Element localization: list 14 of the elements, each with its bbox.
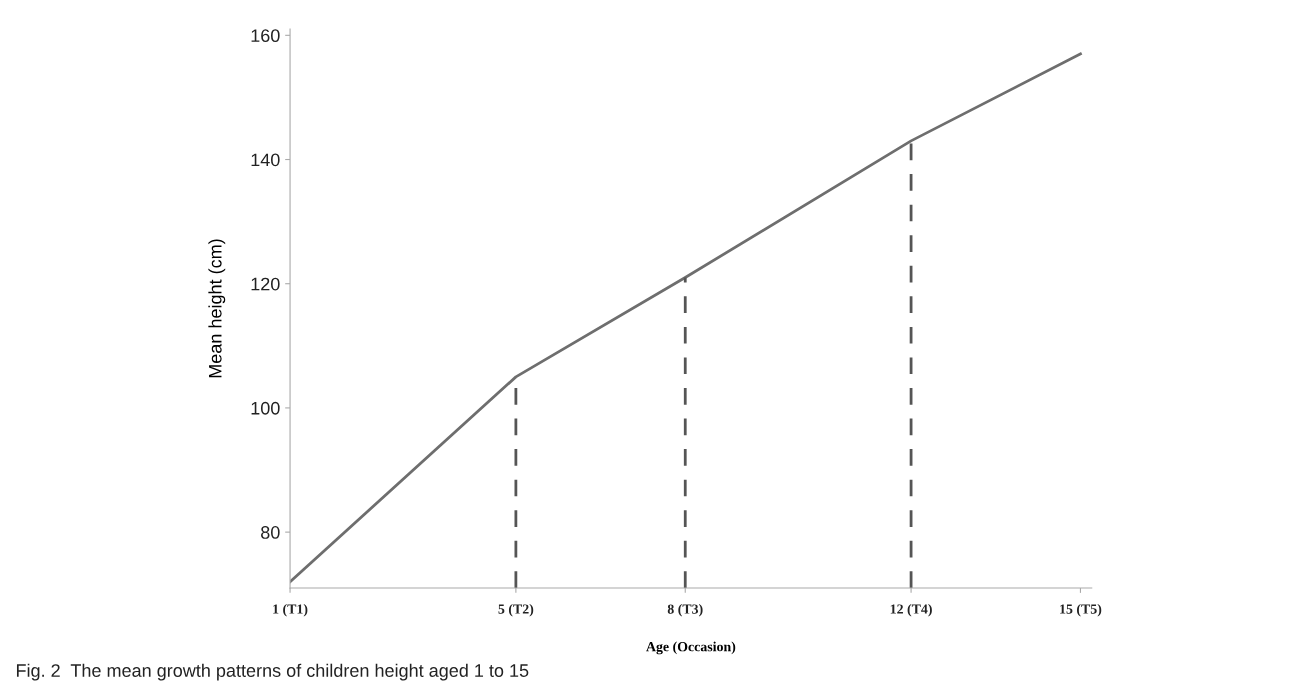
x-tick-label: 1 (T1) xyxy=(273,603,308,617)
y-tick-label: 80 xyxy=(261,526,280,539)
y-tick-label: 120 xyxy=(251,277,280,291)
caption: Fig. 2 The mean growth patterns of children height aged 1 to 15 xyxy=(16,663,529,681)
x-tick-label: 8 (T3) xyxy=(667,603,703,617)
y-tick-label: 160 xyxy=(251,29,280,43)
x-tick-label: 12 (T4) xyxy=(890,603,932,617)
x-tick-label: 15 (T5) xyxy=(1060,603,1102,617)
line-series xyxy=(290,52,1082,584)
x-axis-title: Age (Occasion) xyxy=(646,641,736,655)
y-axis-title: Mean height (cm) xyxy=(208,239,226,378)
y-tick-label: 100 xyxy=(251,401,280,415)
x-tick-label: 5 (T2) xyxy=(498,603,534,617)
y-tick-label: 140 xyxy=(251,153,280,167)
